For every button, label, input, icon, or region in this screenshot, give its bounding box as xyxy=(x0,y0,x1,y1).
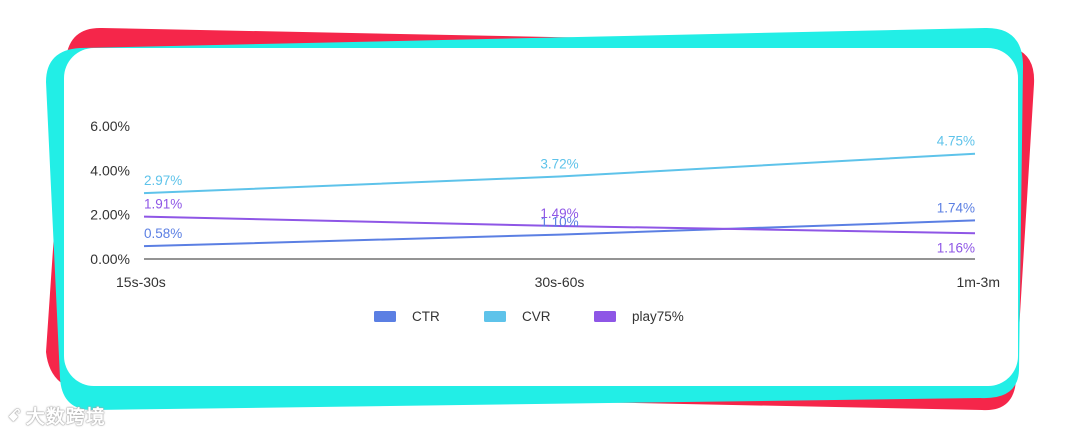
data-label: 1.91% xyxy=(144,197,182,212)
data-label: 4.75% xyxy=(937,134,975,149)
y-axis-ticks: 0.00% 2.00% 4.00% 6.00% xyxy=(90,118,130,267)
legend-label: CVR xyxy=(522,309,551,324)
series-line-play75 xyxy=(143,215,976,235)
legend-swatch xyxy=(594,311,616,322)
y-tick-label: 0.00% xyxy=(90,251,130,267)
data-labels: 0.58% 1.10% 1.74% 2.97% 3.72% 4.75% 1.91% 1.49%… xyxy=(144,134,975,256)
y-tick-label: 4.00% xyxy=(90,162,130,178)
series-lines xyxy=(143,152,976,248)
data-label: 1.74% xyxy=(937,200,975,215)
x-tick-label: 1m-3m xyxy=(956,274,1000,290)
legend: CTR CVR play75% xyxy=(374,309,684,324)
legend-swatch xyxy=(374,311,396,322)
y-tick-label: 6.00% xyxy=(90,118,130,134)
watermark-text: 大数跨境 xyxy=(25,406,106,428)
x-tick-label: 30s-60s xyxy=(535,274,585,290)
data-label: 3.72% xyxy=(540,157,578,172)
watermark-logo-icon: ꗃ xyxy=(8,405,22,425)
data-label: 0.58% xyxy=(144,226,182,241)
watermark: ꗃ 大数跨境 xyxy=(8,402,106,429)
data-label: 1.10% xyxy=(540,215,578,230)
y-tick-label: 2.00% xyxy=(90,207,130,223)
series-line-ctr xyxy=(143,219,976,248)
legend-swatch xyxy=(484,311,506,322)
data-label: 2.97% xyxy=(144,173,182,188)
data-label: 1.16% xyxy=(937,240,975,255)
data-label: 1.49% xyxy=(540,206,578,221)
legend-label: CTR xyxy=(412,309,440,324)
x-tick-label: 15s-30s xyxy=(116,274,166,290)
x-axis-ticks: 15s-30s 30s-60s 1m-3m xyxy=(116,274,1000,290)
background-frame xyxy=(46,27,1035,411)
legend-label: play75% xyxy=(632,309,684,324)
chart-card xyxy=(64,48,1018,386)
series-line-cvr xyxy=(143,152,976,195)
